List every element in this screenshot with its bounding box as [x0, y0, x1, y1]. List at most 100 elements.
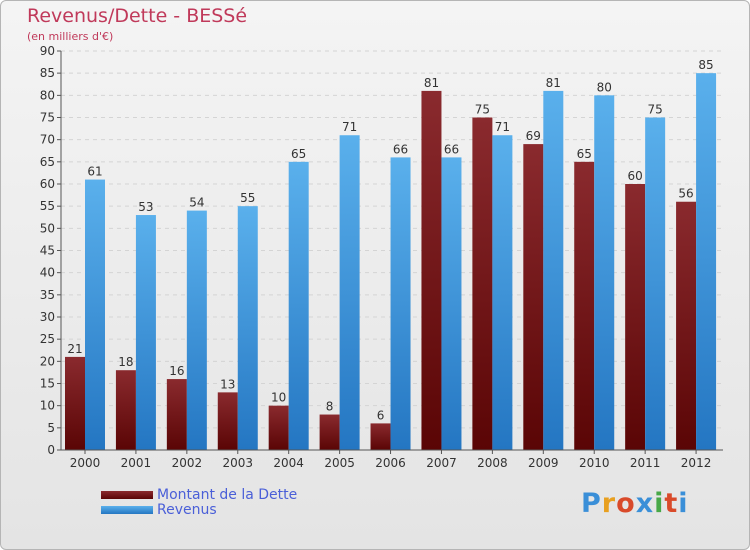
data-label-revenue: 65 [291, 147, 306, 161]
y-tick-label: 35 [40, 288, 55, 302]
data-label-debt: 56 [678, 187, 693, 201]
bar-debt [676, 201, 697, 450]
y-tick-label: 20 [40, 354, 55, 368]
data-label-debt: 65 [577, 147, 592, 161]
logo-letter: i [654, 488, 665, 519]
data-label-revenue: 80 [597, 80, 612, 94]
y-tick-label: 40 [40, 266, 55, 280]
data-label-revenue: 71 [495, 120, 510, 134]
data-label-debt: 69 [526, 129, 541, 143]
y-tick-label: 75 [40, 111, 55, 125]
y-tick-label: 45 [40, 244, 55, 258]
x-tick-label: 2007 [426, 456, 457, 470]
bar-revenue [645, 117, 666, 450]
y-tick-label: 5 [47, 421, 55, 435]
y-tick-label: 10 [40, 399, 55, 413]
bar-revenue [543, 90, 564, 451]
bar-debt [523, 144, 544, 450]
y-tick-label: 65 [40, 155, 55, 169]
y-tick-label: 60 [40, 177, 55, 191]
data-label-revenue: 66 [393, 142, 408, 156]
legend-item-revenue: Revenus [101, 502, 297, 517]
bar-debt [421, 90, 442, 451]
data-label-debt: 10 [271, 391, 286, 405]
logo-letter: P [581, 488, 602, 519]
bar-revenue [186, 210, 207, 450]
bar-debt [472, 117, 493, 450]
logo-letter: i [678, 488, 689, 519]
data-label-revenue: 53 [138, 200, 153, 214]
bar-revenue [696, 73, 717, 451]
bar-revenue [441, 157, 462, 450]
data-label-revenue: 66 [444, 142, 459, 156]
bar-revenue [237, 206, 258, 450]
data-label-debt: 18 [118, 355, 133, 369]
bar-revenue [390, 157, 411, 450]
x-tick-label: 2004 [273, 456, 304, 470]
bar-debt [166, 379, 187, 450]
x-tick-label: 2009 [528, 456, 559, 470]
bar-debt [217, 392, 238, 450]
x-tick-label: 2006 [375, 456, 406, 470]
y-tick-label: 70 [40, 133, 55, 147]
x-tick-label: 2011 [630, 456, 661, 470]
bar-debt [115, 370, 136, 450]
data-label-revenue: 55 [240, 191, 255, 205]
logo-letter: o [616, 488, 636, 519]
bar-debt [319, 414, 340, 450]
legend-label-debt: Montant de la Dette [157, 486, 298, 503]
y-tick-label: 15 [40, 377, 55, 391]
x-tick-label: 2002 [172, 456, 203, 470]
data-label-debt: 16 [169, 364, 184, 378]
y-tick-label: 30 [40, 310, 55, 324]
legend-swatch-debt [101, 490, 153, 499]
data-label-debt: 8 [326, 400, 334, 414]
legend-label-revenue: Revenus [157, 501, 217, 518]
legend-item-debt: Montant de la Dette [101, 487, 297, 502]
data-label-debt: 13 [220, 377, 235, 391]
x-tick-label: 2000 [70, 456, 101, 470]
data-label-debt: 21 [67, 342, 82, 356]
y-tick-label: 55 [40, 199, 55, 213]
y-tick-label: 0 [47, 443, 55, 457]
bar-revenue [339, 135, 360, 450]
y-tick-label: 50 [40, 221, 55, 235]
proxiti-logo: Proxiti [581, 488, 689, 519]
bar-debt [268, 405, 289, 450]
x-tick-label: 2005 [324, 456, 355, 470]
data-label-revenue: 54 [189, 196, 204, 210]
data-label-revenue: 75 [648, 103, 663, 117]
x-tick-label: 2012 [681, 456, 712, 470]
bar-revenue [85, 179, 105, 451]
bar-debt [625, 184, 646, 450]
bar-debt [370, 423, 391, 450]
y-tick-label: 80 [40, 88, 55, 102]
x-tick-label: 2003 [222, 456, 253, 470]
bar-revenue [594, 95, 615, 450]
data-label-debt: 6 [377, 408, 385, 422]
legend-swatch-revenue [101, 505, 153, 514]
data-label-revenue: 85 [698, 58, 713, 72]
logo-letter: x [635, 488, 655, 519]
bar-revenue [288, 161, 309, 451]
chart-subtitle: (en milliers d'€) [27, 30, 114, 43]
chart-title: Revenus/Dette - BESSé [27, 5, 248, 27]
x-tick-label: 2008 [477, 456, 508, 470]
logo-letter: r [601, 488, 617, 519]
y-tick-label: 85 [40, 66, 55, 80]
x-tick-label: 2001 [121, 456, 152, 470]
y-tick-label: 25 [40, 332, 55, 346]
data-label-revenue: 71 [342, 120, 357, 134]
data-label-debt: 81 [424, 76, 439, 90]
bar-revenue [135, 215, 156, 450]
data-label-revenue: 61 [87, 165, 102, 179]
data-label-debt: 75 [475, 103, 490, 117]
x-tick-label: 2010 [579, 456, 610, 470]
data-label-debt: 60 [628, 169, 643, 183]
logo-letter: t [664, 488, 679, 519]
bar-debt [65, 356, 85, 450]
chart-legend: Montant de la Dette Revenus [101, 487, 297, 517]
bar-debt [574, 161, 595, 451]
